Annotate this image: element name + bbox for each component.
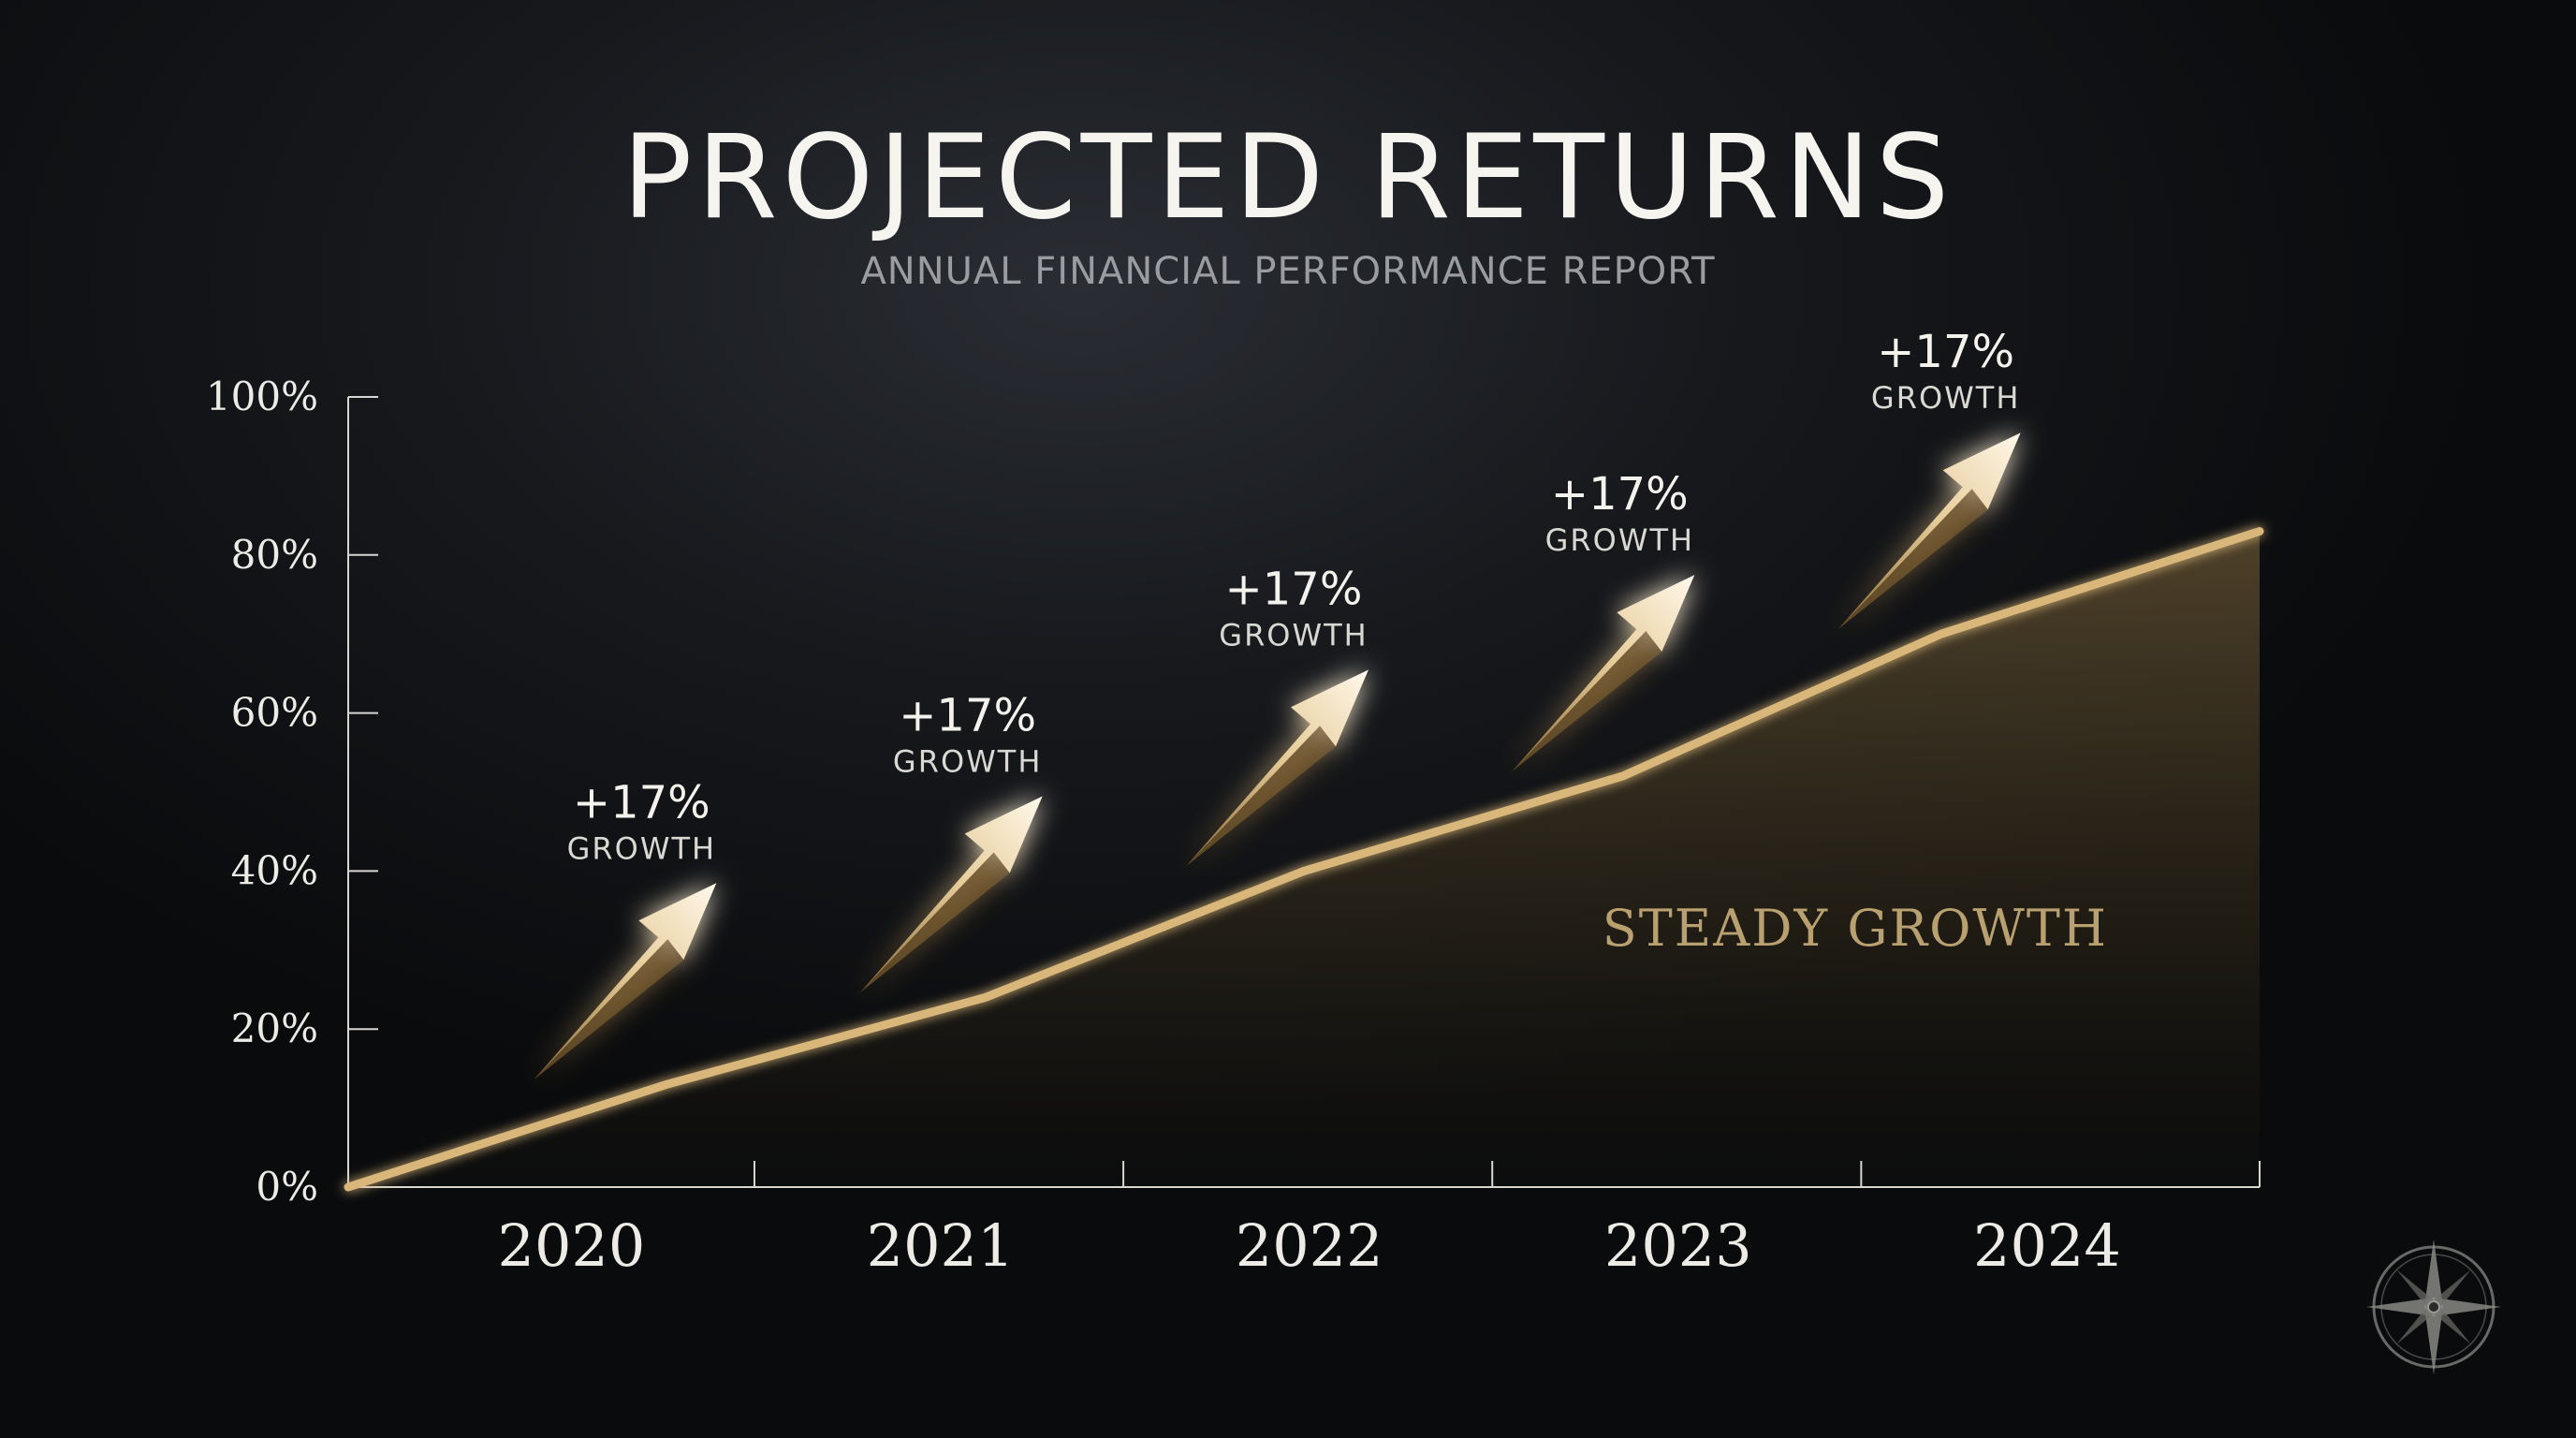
chart-subtitle: ANNUAL FINANCIAL PERFORMANCE REPORT — [860, 250, 1716, 293]
series-line — [344, 526, 2264, 1192]
arrow-body — [1837, 433, 2021, 630]
arrow-shadow — [1186, 726, 1336, 867]
growth-arrow-icon — [534, 883, 717, 1080]
growth-arrow-icon — [1512, 575, 1695, 772]
growth-label: GROWTH — [567, 830, 716, 866]
arrow-shadow — [1837, 489, 1988, 630]
area-label: STEADY GROWTH — [1603, 899, 2108, 958]
growth-value: +17% — [1551, 468, 1689, 521]
x-tick-label: 2024 — [1973, 1211, 2121, 1280]
growth-arrow-icon — [1837, 433, 2021, 630]
y-tick-label: 0% — [256, 1164, 318, 1210]
series-area — [348, 531, 2260, 1187]
arrow-body — [1186, 669, 1368, 867]
growth-value: +17% — [1877, 326, 2014, 378]
growth-value: +17% — [573, 776, 710, 829]
growth-label: GROWTH — [893, 743, 1042, 779]
compass-rose-icon — [2366, 1240, 2501, 1374]
growth-label: GROWTH — [1545, 522, 1694, 558]
arrow-body — [1512, 575, 1695, 772]
growth-label: GROWTH — [1219, 617, 1368, 653]
arrow-shadow — [859, 852, 1010, 993]
growth-value: +17% — [899, 689, 1036, 741]
x-tick-label: 2022 — [1236, 1211, 1383, 1280]
y-tick-label: 60% — [231, 690, 318, 736]
y-tick-label: 100% — [206, 374, 318, 419]
arrow-body — [534, 883, 717, 1080]
x-tick-label: 2020 — [498, 1211, 646, 1280]
y-tick-label: 20% — [231, 1005, 318, 1051]
y-tick-label: 80% — [231, 532, 318, 578]
chart-title: PROJECTED RETURNS — [622, 110, 1954, 245]
growth-arrow-icon — [1186, 669, 1368, 867]
arrow-body — [859, 796, 1043, 993]
growth-arrow-icon — [859, 796, 1043, 993]
y-tick-label: 40% — [231, 847, 318, 893]
growth-label: GROWTH — [1871, 380, 2020, 416]
x-tick-label: 2021 — [867, 1211, 1015, 1280]
x-tick-label: 2023 — [1604, 1211, 1752, 1280]
arrow-shadow — [1512, 631, 1662, 772]
arrow-shadow — [534, 939, 684, 1080]
growth-value: +17% — [1225, 563, 1363, 615]
